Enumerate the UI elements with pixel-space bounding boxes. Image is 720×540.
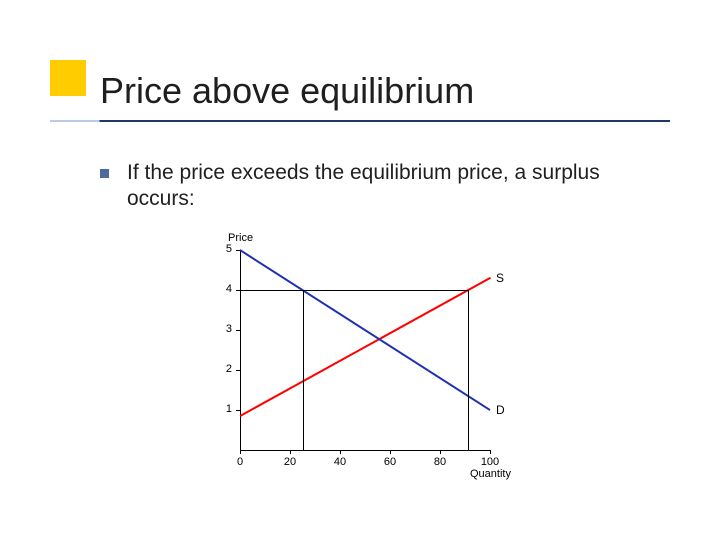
bullet-row: If the price exceeds the equilibrium pri… [100, 160, 660, 213]
x-tick-label: 0 [230, 456, 250, 468]
supply-label: S [496, 271, 504, 285]
x-tick-label: 80 [430, 456, 450, 468]
x-tick [240, 450, 241, 454]
x-tick [340, 450, 341, 454]
x-tick-label: 100 [480, 456, 500, 468]
bullet-text: If the price exceeds the equilibrium pri… [127, 160, 660, 213]
x-tick-label: 20 [280, 456, 300, 468]
qd-guide-vertical [303, 290, 304, 450]
x-tick [290, 450, 291, 454]
y-axis-title: Price [228, 232, 253, 244]
slide-title: Price above equilibrium [100, 70, 474, 112]
x-tick [390, 450, 391, 454]
y-tick-label: 3 [218, 323, 232, 335]
qs-guide-vertical [468, 290, 469, 450]
price-guide-horizontal [240, 290, 468, 291]
y-tick-label: 2 [218, 363, 232, 375]
x-axis-title: Quantity [470, 468, 511, 480]
y-tick [236, 410, 240, 411]
supply-demand-chart: 0 20 40 60 80 100 1 2 3 4 5Price Quantity S D [190, 230, 540, 500]
demand-label: D [496, 403, 505, 417]
y-tick [236, 370, 240, 371]
plot-area: 02040608010012345PriceQuantitySD [240, 250, 490, 450]
square-bullet-icon [100, 169, 109, 178]
x-tick [440, 450, 441, 454]
title-underline [50, 120, 670, 122]
x-tick-label: 60 [380, 456, 400, 468]
y-axis [240, 250, 241, 450]
x-axis [240, 450, 490, 451]
supply-line [240, 277, 491, 416]
y-tick [236, 330, 240, 331]
y-tick-label: 1 [218, 403, 232, 415]
demand-line [240, 249, 491, 410]
accent-square [50, 60, 86, 96]
x-tick-label: 40 [330, 456, 350, 468]
title-block: Price above equilibrium [100, 70, 474, 112]
x-tick [490, 450, 491, 454]
y-tick-label: 4 [218, 283, 232, 295]
y-tick-label: 5 [218, 243, 232, 255]
